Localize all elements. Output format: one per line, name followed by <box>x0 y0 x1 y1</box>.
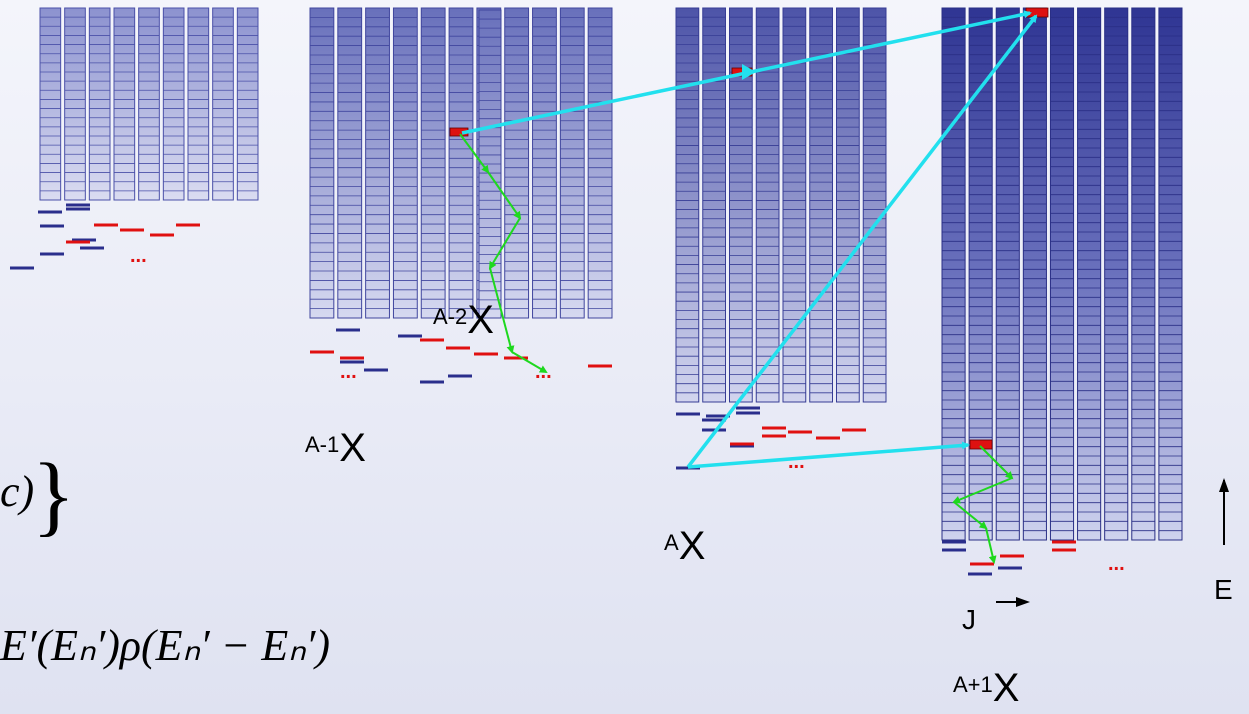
energy-axis-label: E <box>1214 574 1233 605</box>
bin-column <box>755 7 780 403</box>
ellipsis-marker: ... <box>340 361 357 383</box>
nucleus-label-a: AX <box>664 524 706 568</box>
gamma-cascade-arrow <box>488 217 521 270</box>
bin-column <box>187 7 210 201</box>
bin-column <box>448 7 474 319</box>
bin-column <box>504 7 530 319</box>
bin-column <box>39 7 62 201</box>
grid-a-minus-1 <box>309 7 613 319</box>
bin-column <box>729 7 753 403</box>
bin-column <box>162 7 185 201</box>
gamma-cascade-arrow <box>459 133 490 174</box>
bin-column <box>365 7 390 319</box>
bin-column <box>587 7 613 319</box>
nucleus-label-a-minus-1: A-1X <box>305 426 366 470</box>
bin-column <box>1158 7 1183 541</box>
bin-column <box>309 7 335 319</box>
gamma-cascade-arrow <box>487 171 522 220</box>
transition-arrows <box>459 10 1038 564</box>
ellipsis-marker: ... <box>788 451 805 473</box>
bin-column <box>995 7 1020 541</box>
bin-column <box>968 7 993 541</box>
bin-column <box>236 7 259 201</box>
bin-column <box>1049 7 1075 541</box>
gamma-cascade-arrow <box>953 501 988 530</box>
gamma-cascade-arrow <box>979 445 1014 480</box>
bin-column <box>1022 7 1047 541</box>
bin-column <box>1104 7 1129 541</box>
bin-column <box>809 7 833 403</box>
discrete-levels: ............... <box>10 203 1125 576</box>
bin-column <box>559 7 585 319</box>
grid-a-plus-1 <box>941 7 1183 541</box>
bin-column <box>702 7 726 403</box>
nucleus-label-a-plus-1: A+1X <box>953 666 1020 710</box>
bin-column <box>675 7 700 403</box>
ellipsis-marker: ... <box>130 245 147 267</box>
grid-a-minus-2 <box>39 7 259 201</box>
grid-a <box>675 7 887 403</box>
bin-column <box>88 7 111 201</box>
bin-column <box>782 7 807 403</box>
bin-column <box>392 7 418 319</box>
bin-column <box>941 7 966 541</box>
spin-axis-arrowhead <box>1016 597 1030 607</box>
cyan-transition-arrow <box>686 14 1038 469</box>
formula-fragment-top: c)} <box>0 446 76 545</box>
spin-axis-label: J <box>962 604 976 635</box>
bin-column <box>1131 7 1156 541</box>
bin-column <box>532 7 557 319</box>
gamma-cascade-arrow <box>489 267 515 354</box>
ellipsis-marker: ... <box>1108 553 1125 575</box>
cyan-transition-arrow <box>687 441 970 469</box>
cyan-arrow-tip <box>742 64 756 80</box>
bin-column <box>337 7 363 319</box>
gamma-cascade-arrow <box>511 351 548 374</box>
formula-fragment-bottom: E′(Eₙ′)ρ(Eₙ′ − Eₙ′) <box>0 621 331 670</box>
bin-column <box>1077 7 1102 541</box>
bin-column <box>862 7 887 403</box>
gamma-cascade-arrow <box>952 477 1013 504</box>
energy-axis-arrowhead <box>1219 478 1229 492</box>
nucleus-label-a-minus-2: A-2X <box>433 298 494 342</box>
energy-axis <box>996 478 1229 607</box>
red-bin-a-plus-1-mid <box>969 439 993 450</box>
bin-column <box>138 7 160 201</box>
bin-column <box>113 7 136 201</box>
gamma-cascade-arrow <box>985 527 997 564</box>
level-bin-grids <box>39 7 1183 541</box>
bin-column <box>836 7 860 403</box>
bin-column <box>64 7 86 201</box>
ellipsis-marker: ... <box>535 361 552 383</box>
bin-column <box>212 7 234 201</box>
bin-column <box>420 7 446 319</box>
